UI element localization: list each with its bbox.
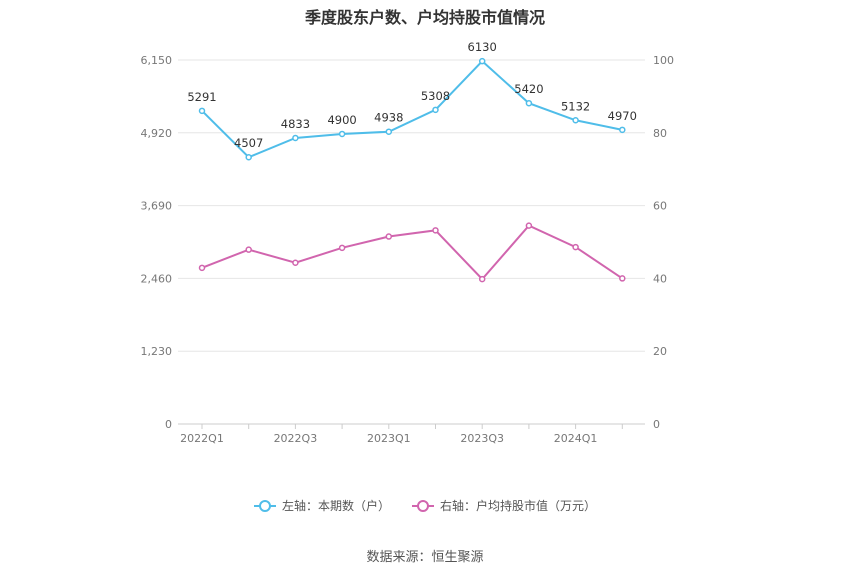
gridlines xyxy=(178,59,645,425)
source-note: 数据来源：恒生聚源 xyxy=(366,550,484,565)
x-axis-tick-label: 2022Q3 xyxy=(274,432,318,445)
series-left-point xyxy=(525,99,533,107)
right-axis-tick-label: 20 xyxy=(653,345,667,358)
data-label: 5308 xyxy=(421,89,450,103)
series-right-point xyxy=(385,233,393,240)
series-right-point xyxy=(432,227,439,234)
legend: 左轴：本期数（户） 右轴：户均持股市值（万元） xyxy=(0,497,850,514)
right-axis-tick-label: 60 xyxy=(653,200,667,213)
series-left-point xyxy=(385,128,393,135)
series-left-point xyxy=(572,117,579,124)
left-axis-tick-label: 6,150 xyxy=(141,54,173,67)
right-axis-tick-label: 100 xyxy=(653,54,674,67)
series-left-point xyxy=(432,106,439,114)
x-axis-tick-label: 2023Q3 xyxy=(460,432,504,445)
left-axis-tick-label: 2,460 xyxy=(141,272,173,285)
left-axis-ticks: 0 1,230 2,460 3,690 4,920 6,150 xyxy=(141,54,173,431)
legend-item-left[interactable]: 左轴：本期数（户） xyxy=(253,497,390,514)
data-label: 4970 xyxy=(608,109,637,123)
chart-title: 季度股东户数、户均持股市值情况 xyxy=(304,8,545,27)
series-right-point xyxy=(245,246,252,253)
legend-label-left: 左轴：本期数（户） xyxy=(281,499,390,513)
series-right-point xyxy=(198,264,206,272)
legend-label-right: 右轴：户均持股市值（万元） xyxy=(440,499,597,513)
data-label: 6130 xyxy=(468,40,497,54)
legend-item-right[interactable]: 右轴：户均持股市值（万元） xyxy=(412,497,596,514)
series-left-point xyxy=(245,153,252,161)
series-left-point xyxy=(292,134,299,142)
right-axis-ticks: 0 20 40 60 80 100 xyxy=(653,54,674,431)
series-right-point xyxy=(572,243,579,251)
right-axis-tick-label: 40 xyxy=(653,272,667,285)
data-label: 4900 xyxy=(327,113,356,127)
left-axis-tick-label: 4,920 xyxy=(141,127,173,140)
data-labels: 5291 4507 4833 4900 4938 5308 6130 5420 5132 4970 xyxy=(187,40,637,150)
data-label: 4507 xyxy=(234,136,263,150)
series-right-line xyxy=(201,224,623,281)
series-left-point xyxy=(198,107,206,115)
series-left-point xyxy=(619,126,626,134)
left-axis-tick-label: 0 xyxy=(165,418,172,431)
x-axis: 2022Q1 2022Q3 2023Q1 2023Q3 2024Q1 xyxy=(180,424,623,445)
series-right-point xyxy=(478,275,486,283)
legend-swatch-left xyxy=(253,499,276,512)
legend-swatch-right xyxy=(412,499,434,512)
data-label: 5132 xyxy=(561,99,590,113)
data-label: 5291 xyxy=(187,90,216,104)
series-left-line xyxy=(198,57,626,161)
series-left-line xyxy=(201,59,623,159)
series-left-point xyxy=(338,130,346,138)
right-axis-tick-label: 0 xyxy=(653,418,660,431)
data-label: 5420 xyxy=(514,82,543,96)
x-axis-tick-label: 2023Q1 xyxy=(367,432,411,445)
right-axis-tick-label: 80 xyxy=(653,127,667,140)
series-right-point xyxy=(338,244,346,252)
left-axis-tick-label: 3,690 xyxy=(141,200,173,213)
x-axis-tick-label: 2024Q1 xyxy=(554,432,598,445)
data-label: 4938 xyxy=(374,111,403,125)
series-right-line xyxy=(198,222,626,283)
data-label: 4833 xyxy=(281,117,310,131)
left-axis-tick-label: 1,230 xyxy=(141,345,173,358)
series-right-point xyxy=(619,275,626,282)
series-right-point xyxy=(525,222,533,229)
x-axis-tick-label: 2022Q1 xyxy=(180,432,224,445)
series-right-point xyxy=(292,259,299,266)
series-left-point xyxy=(478,57,486,65)
